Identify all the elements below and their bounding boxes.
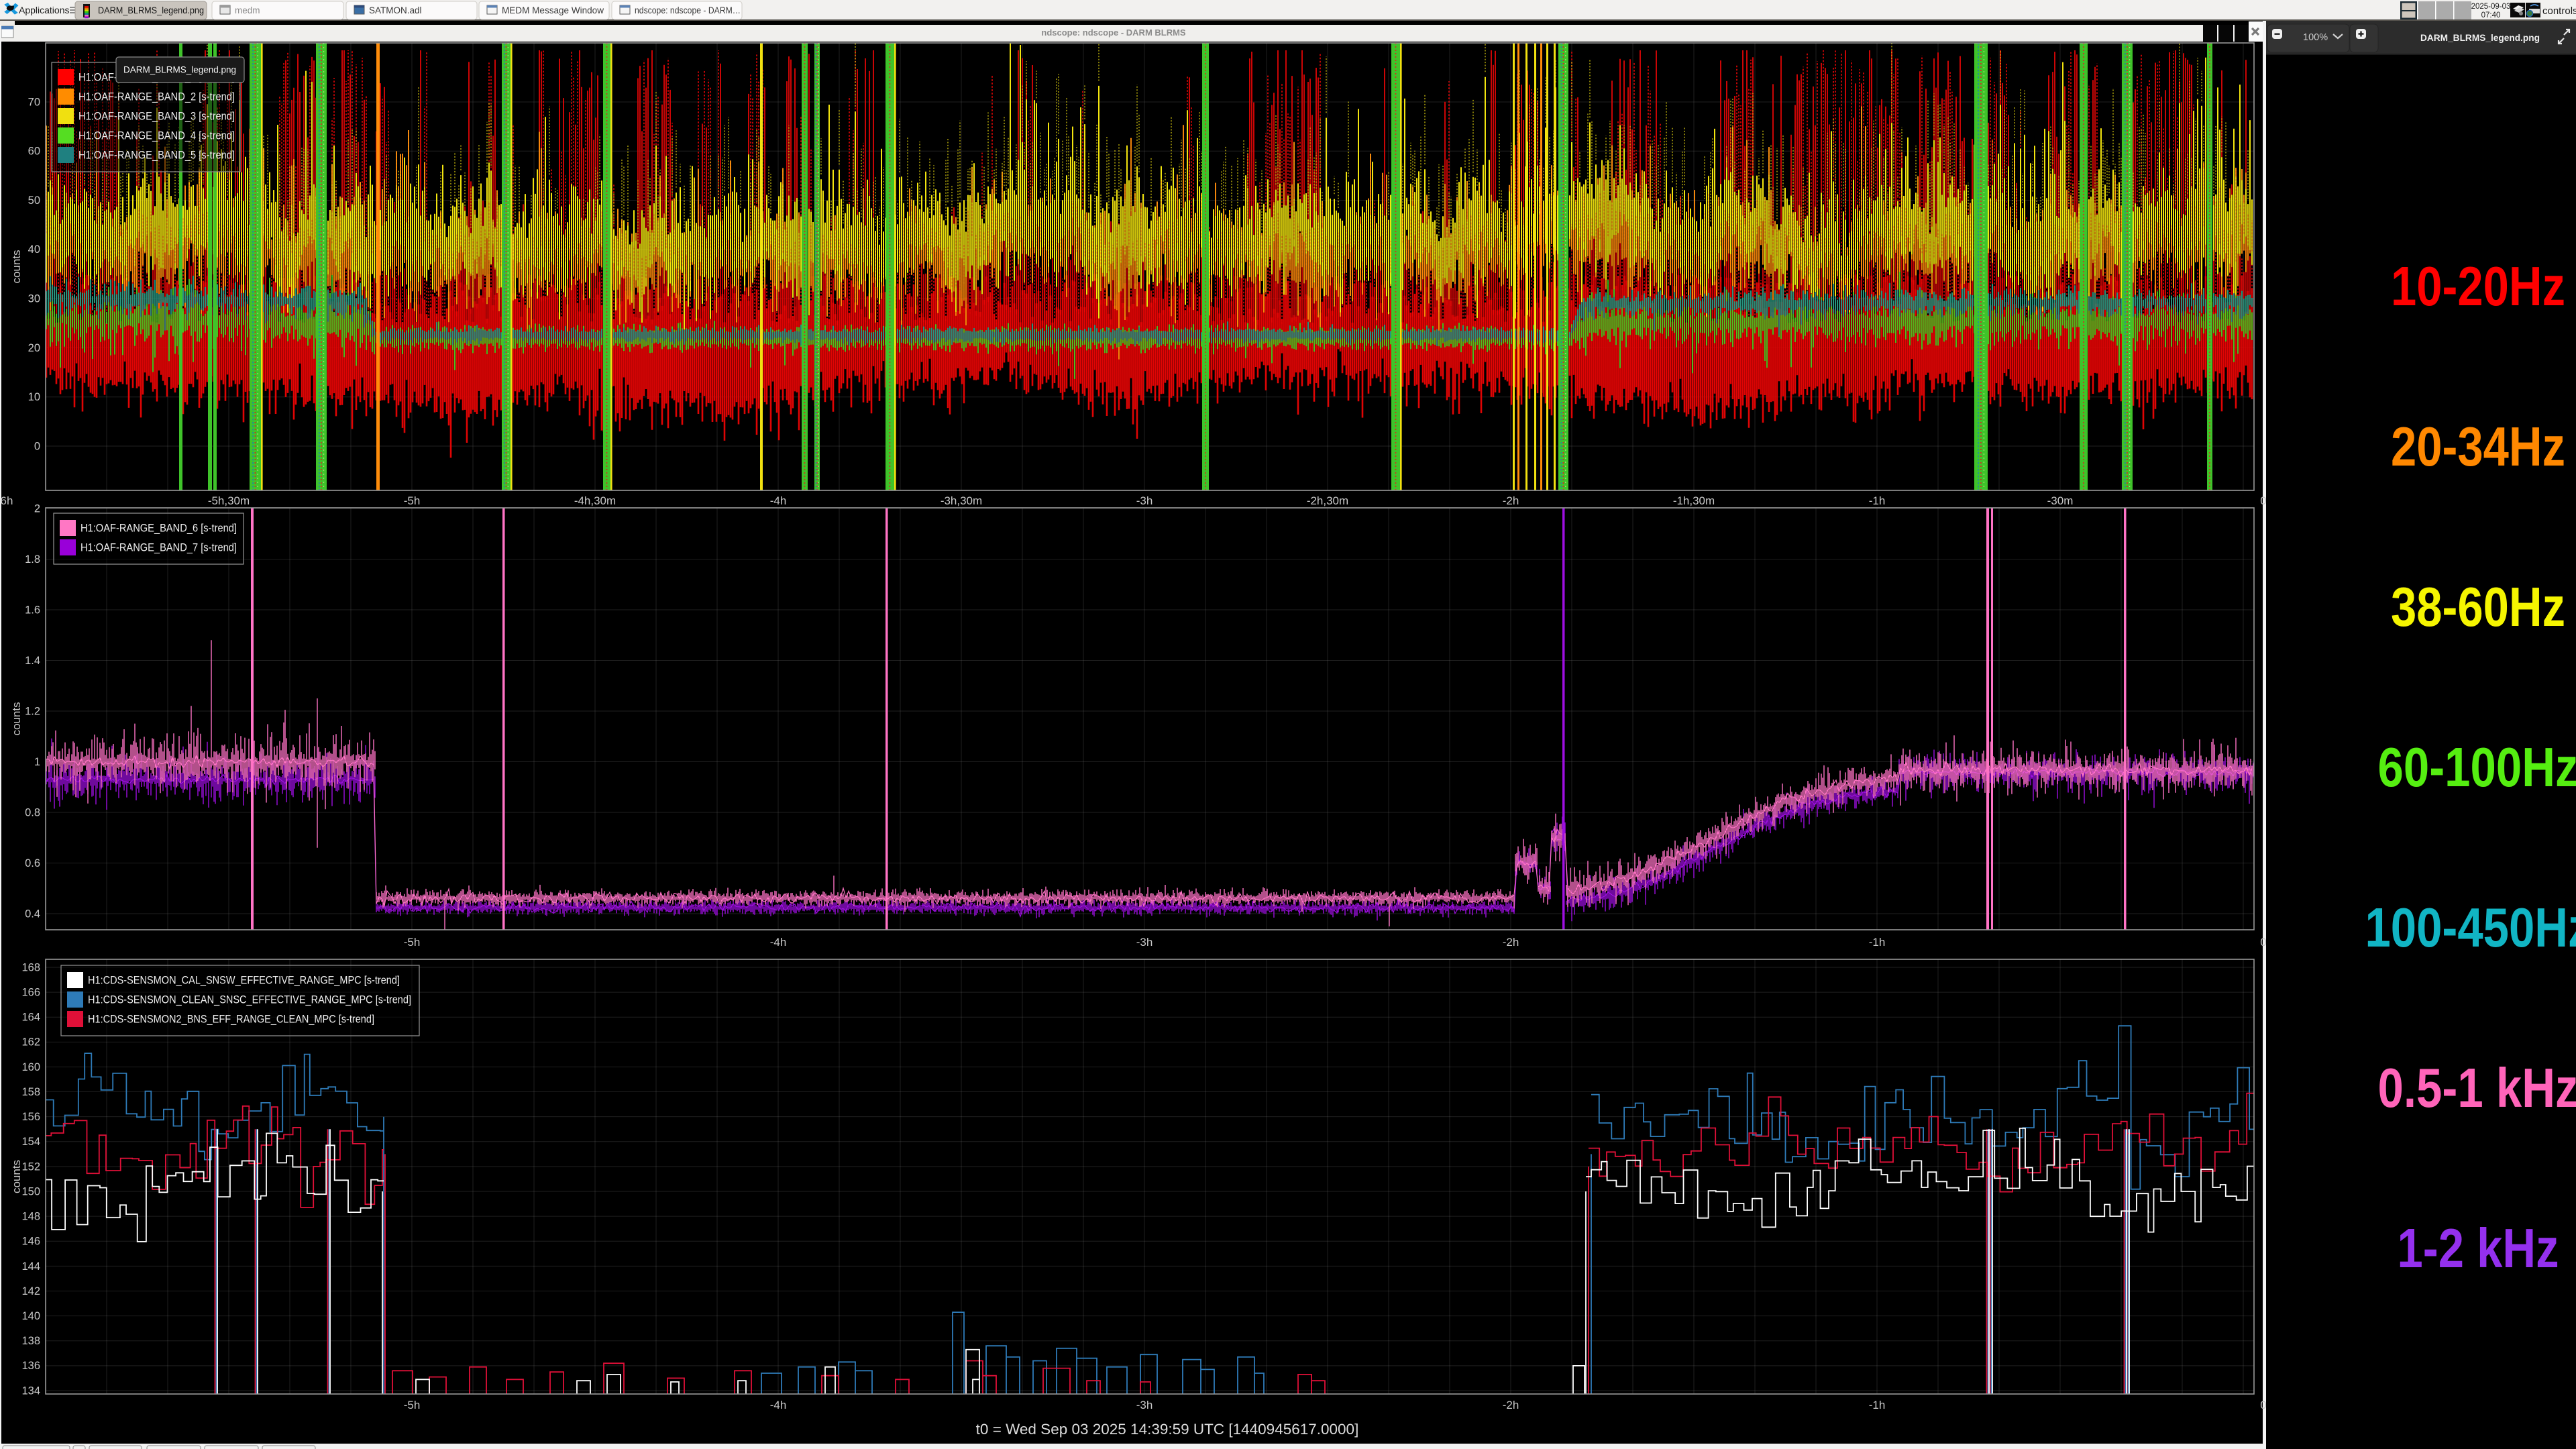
svg-text:0: 0 [2260,936,2266,949]
svg-text:162: 162 [21,1036,40,1049]
svg-text:152: 152 [21,1161,40,1173]
svg-text:0.4: 0.4 [25,908,40,920]
svg-text:60: 60 [28,146,40,158]
svg-text:H1:CDS-SENSMON2_BNS_EFF_RANGE_: H1:CDS-SENSMON2_BNS_EFF_RANGE_CLEAN_MPC … [88,1012,374,1025]
svg-text:0.5-1 kHz: 0.5-1 kHz [2378,1057,2576,1119]
svg-text:-4h: -4h [770,494,787,507]
svg-text:ndscope: ndscope - DARM BLRMS: ndscope: ndscope - DARM BLRMS [1041,28,1186,38]
svg-text:-2h: -2h [1503,936,1519,949]
svg-text:158: 158 [21,1086,40,1098]
svg-text:144: 144 [21,1260,40,1273]
svg-text:142: 142 [21,1285,40,1297]
svg-text:-5h: -5h [404,1399,421,1411]
svg-text:154: 154 [21,1136,40,1148]
svg-text:-4h: -4h [770,1399,787,1411]
svg-text:DARM_BLRMS_legend.png: DARM_BLRMS_legend.png [123,65,236,75]
svg-text:138: 138 [21,1335,40,1347]
svg-text:SATMON.adl: SATMON.adl [369,5,422,15]
svg-text:H1:CDS-SENSMON_CLEAN_SNSC_EFFE: H1:CDS-SENSMON_CLEAN_SNSC_EFFECTIVE_RANG… [88,993,411,1006]
svg-text:t0 = Wed Sep 03 2025 14:39:59: t0 = Wed Sep 03 2025 14:39:59 UTC [14409… [976,1421,1359,1438]
svg-text:counts: counts [10,250,23,283]
svg-text:MEDM Message Window: MEDM Message Window [502,5,604,15]
svg-text:Applications: Applications [19,5,70,15]
svg-text:1.8: 1.8 [25,553,40,566]
svg-text:-1h: -1h [1869,494,1886,507]
svg-text:100%: 100% [2303,32,2328,43]
svg-text:160: 160 [21,1061,40,1073]
svg-text:164: 164 [21,1012,40,1024]
svg-text:-3h,30m: -3h,30m [941,494,982,507]
svg-text:-2h,30m: -2h,30m [1307,494,1348,507]
svg-text:-5h: -5h [404,936,421,949]
svg-text:70: 70 [28,96,40,108]
svg-text:medm: medm [235,5,260,15]
svg-text:-4h,30m: -4h,30m [574,494,616,507]
svg-text:30: 30 [28,292,40,305]
svg-text:6h: 6h [1,494,13,507]
svg-text:-30m: -30m [2047,494,2074,507]
svg-text:-4h: -4h [770,936,787,949]
svg-text:0.8: 0.8 [25,806,40,818]
svg-text:2025-09-03: 2025-09-03 [2471,3,2511,11]
svg-text:156: 156 [21,1111,40,1123]
svg-text:H1:OAF-RANGE_BAND_7 [s-trend]: H1:OAF-RANGE_BAND_7 [s-trend] [80,541,237,553]
svg-text:1: 1 [34,756,40,768]
svg-text:20: 20 [28,342,40,354]
svg-text:146: 146 [21,1236,40,1248]
svg-text:1-2 kHz: 1-2 kHz [2398,1217,2559,1279]
svg-text:-2h: -2h [1503,1399,1519,1411]
svg-text:2: 2 [34,502,40,515]
svg-text:H1:OAF-RANGE_BAND_6 [s-trend]: H1:OAF-RANGE_BAND_6 [s-trend] [80,521,237,534]
svg-text:10-20Hz: 10-20Hz [2391,255,2565,317]
svg-text:166: 166 [21,986,40,998]
svg-text:-1h: -1h [1869,1399,1886,1411]
svg-text:H1:OAF-RANGE_BAND_3 [s-trend]: H1:OAF-RANGE_BAND_3 [s-trend] [78,109,235,122]
svg-text:DARM_BLRMS_legend.png: DARM_BLRMS_legend.png [2420,32,2540,43]
svg-text:10: 10 [28,391,40,403]
svg-text:50: 50 [28,195,40,207]
svg-text:0: 0 [2260,1399,2266,1411]
svg-text:0.6: 0.6 [25,857,40,869]
svg-text:-3h: -3h [1136,1399,1153,1411]
svg-text:-1h: -1h [1869,936,1886,949]
svg-text:38-60Hz: 38-60Hz [2391,576,2565,638]
svg-text:-2h: -2h [1503,494,1519,507]
svg-text:H1:OAF-RANGE_BAND_4 [s-trend]: H1:OAF-RANGE_BAND_4 [s-trend] [78,129,235,142]
svg-text:140: 140 [21,1310,40,1322]
svg-text:H1:CDS-SENSMON_CAL_SNSW_EFFECT: H1:CDS-SENSMON_CAL_SNSW_EFFECTIVE_RANGE_… [88,973,400,986]
svg-text:40: 40 [28,244,40,256]
svg-text:-3h: -3h [1136,494,1153,507]
svg-text:168: 168 [21,961,40,973]
svg-text:-3h: -3h [1136,936,1153,949]
svg-text:-1h,30m: -1h,30m [1673,494,1715,507]
svg-text:150: 150 [21,1185,40,1197]
svg-text:148: 148 [21,1211,40,1223]
svg-text:DARM_BLRMS_legend.png: DARM_BLRMS_legend.png [98,5,204,15]
svg-text:0: 0 [34,440,40,452]
svg-text:0: 0 [2260,494,2266,507]
svg-text:100-450Hz: 100-450Hz [2365,896,2576,959]
svg-text:H1:OAF-RANGE_BAND_5 [s-trend]: H1:OAF-RANGE_BAND_5 [s-trend] [78,148,235,161]
svg-text:-5h,30m: -5h,30m [208,494,250,507]
svg-text:136: 136 [21,1360,40,1372]
svg-text:counts: counts [10,702,23,735]
svg-text:1.6: 1.6 [25,604,40,616]
svg-text:134: 134 [21,1385,40,1397]
svg-text:07:40: 07:40 [2481,11,2501,19]
svg-text:controls: controls [2542,5,2576,17]
svg-text:1.2: 1.2 [25,705,40,717]
svg-text:20-34Hz: 20-34Hz [2391,415,2565,478]
svg-text:60-100Hz: 60-100Hz [2378,736,2576,798]
svg-text:counts: counts [10,1160,23,1193]
svg-text:ndscope: ndscope - DARM…: ndscope: ndscope - DARM… [635,5,741,15]
svg-text:H1:OAF-RANGE_BAND_2 [s-trend]: H1:OAF-RANGE_BAND_2 [s-trend] [78,90,235,103]
svg-text:-5h: -5h [404,494,421,507]
svg-text:1.4: 1.4 [25,655,40,667]
